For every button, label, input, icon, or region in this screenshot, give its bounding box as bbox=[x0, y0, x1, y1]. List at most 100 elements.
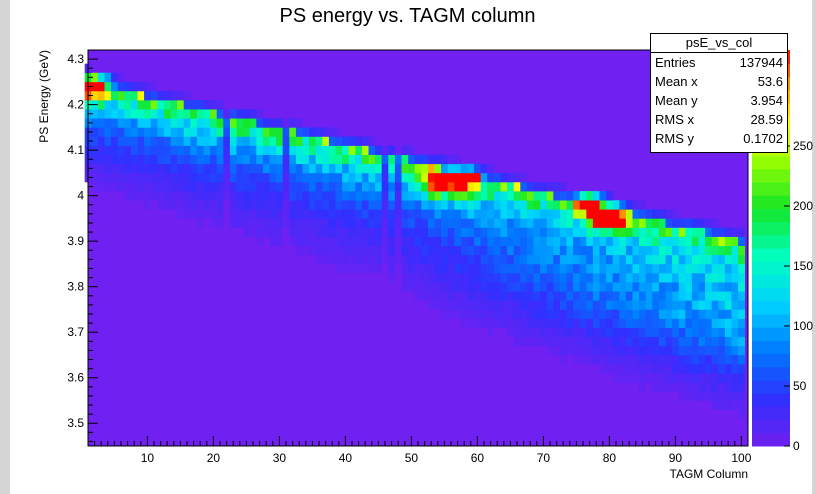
heatmap-cell bbox=[573, 345, 580, 356]
heatmap-cell bbox=[738, 400, 745, 410]
heatmap-cell bbox=[421, 163, 429, 174]
heatmap-cell bbox=[441, 236, 448, 247]
heatmap-cell bbox=[328, 236, 336, 247]
heatmap-cell bbox=[342, 200, 349, 210]
heatmap-cell bbox=[612, 291, 620, 301]
heatmap-cell bbox=[236, 163, 244, 174]
heatmap-cell bbox=[401, 263, 409, 274]
heatmap-cell bbox=[573, 200, 580, 210]
heatmap-cell bbox=[408, 191, 415, 201]
heatmap-cell bbox=[196, 136, 204, 146]
heatmap-cell bbox=[388, 227, 396, 237]
heatmap-cell bbox=[236, 118, 244, 128]
heatmap-cell bbox=[507, 291, 514, 301]
heatmap-cell bbox=[183, 154, 191, 165]
heatmap-cell bbox=[183, 209, 191, 219]
x-tick-label: 80 bbox=[603, 451, 617, 465]
heatmap-cell bbox=[342, 218, 349, 228]
heatmap-cell bbox=[685, 318, 693, 328]
heatmap-cell bbox=[474, 236, 481, 247]
heatmap-cell bbox=[625, 282, 633, 292]
heatmap-cell bbox=[408, 263, 415, 274]
heatmap-cell bbox=[302, 191, 310, 201]
heatmap-cell bbox=[322, 236, 330, 247]
heatmap-cell bbox=[625, 263, 633, 274]
heatmap-cell bbox=[421, 254, 429, 265]
heatmap-cell bbox=[678, 345, 686, 356]
heatmap-cell bbox=[724, 354, 732, 365]
heatmap-cell bbox=[210, 200, 217, 210]
heatmap-cell bbox=[705, 373, 712, 383]
heatmap-cell bbox=[229, 145, 237, 155]
heatmap-cell bbox=[394, 236, 402, 247]
heatmap-cell bbox=[573, 263, 580, 274]
heatmap-cell bbox=[183, 191, 191, 201]
heatmap-cell bbox=[698, 227, 706, 237]
heatmap-cell bbox=[566, 282, 574, 292]
heatmap-cell bbox=[441, 273, 448, 283]
heatmap-cell bbox=[414, 254, 422, 265]
heatmap-cell bbox=[276, 127, 283, 137]
heatmap-cell bbox=[487, 309, 495, 319]
heatmap-cell bbox=[104, 172, 112, 183]
heatmap-cell bbox=[645, 209, 653, 219]
heatmap-cell bbox=[196, 182, 204, 192]
heatmap-cell bbox=[157, 109, 165, 119]
heatmap-cell bbox=[203, 200, 211, 210]
heatmap-cell bbox=[289, 218, 297, 228]
heatmap-cell bbox=[639, 254, 646, 265]
heatmap-cell bbox=[678, 391, 686, 401]
heatmap-cell bbox=[236, 218, 244, 228]
heatmap-cell bbox=[639, 327, 646, 338]
heatmap-cell bbox=[619, 373, 627, 383]
heatmap-cell bbox=[546, 291, 554, 301]
heatmap-cell bbox=[421, 154, 429, 165]
heatmap-cell bbox=[368, 227, 376, 237]
heatmap-cell bbox=[183, 90, 191, 101]
heatmap-cell bbox=[705, 218, 712, 228]
heatmap-cell bbox=[619, 218, 627, 228]
heatmap-cell bbox=[460, 227, 468, 237]
heatmap-cell bbox=[724, 227, 732, 237]
heatmap-cell bbox=[104, 127, 112, 137]
heatmap-cell bbox=[493, 191, 501, 201]
heatmap-cell bbox=[632, 364, 640, 374]
heatmap-cell bbox=[348, 136, 356, 146]
heatmap-cell bbox=[625, 336, 633, 347]
heatmap-cell bbox=[724, 382, 732, 392]
heatmap-cell bbox=[711, 282, 719, 292]
heatmap-cell bbox=[711, 227, 719, 237]
heatmap-cell bbox=[322, 163, 330, 174]
heatmap-cell bbox=[526, 300, 534, 310]
heatmap-cell bbox=[427, 227, 435, 237]
heatmap-cell bbox=[566, 209, 574, 219]
heatmap-cell bbox=[691, 382, 699, 392]
heatmap-cell bbox=[104, 100, 112, 110]
heatmap-cell bbox=[493, 236, 501, 247]
heatmap-cell bbox=[546, 254, 554, 265]
heatmap-cell bbox=[606, 254, 613, 265]
heatmap-cell bbox=[368, 263, 376, 274]
heatmap-cell bbox=[652, 236, 660, 247]
heatmap-cell bbox=[573, 309, 580, 319]
heatmap-cell bbox=[190, 136, 198, 146]
heatmap-cell bbox=[355, 172, 363, 183]
heatmap-cell bbox=[170, 127, 178, 137]
heatmap-cell bbox=[414, 245, 422, 256]
heatmap-cell bbox=[599, 345, 607, 356]
heatmap-cell bbox=[454, 182, 462, 192]
heatmap-cell bbox=[447, 218, 455, 228]
heatmap-cell bbox=[678, 273, 686, 283]
heatmap-cell bbox=[533, 200, 541, 210]
heatmap-cell bbox=[282, 163, 290, 174]
heatmap-cell bbox=[256, 109, 264, 119]
heatmap-cell bbox=[355, 254, 363, 265]
heatmap-cell bbox=[526, 191, 534, 201]
heatmap-cell bbox=[117, 145, 125, 155]
heatmap-cell bbox=[718, 227, 726, 237]
heatmap-cell bbox=[625, 354, 633, 365]
heatmap-cell bbox=[526, 254, 534, 265]
heatmap-cell bbox=[691, 309, 699, 319]
heatmap-cell bbox=[474, 318, 481, 328]
